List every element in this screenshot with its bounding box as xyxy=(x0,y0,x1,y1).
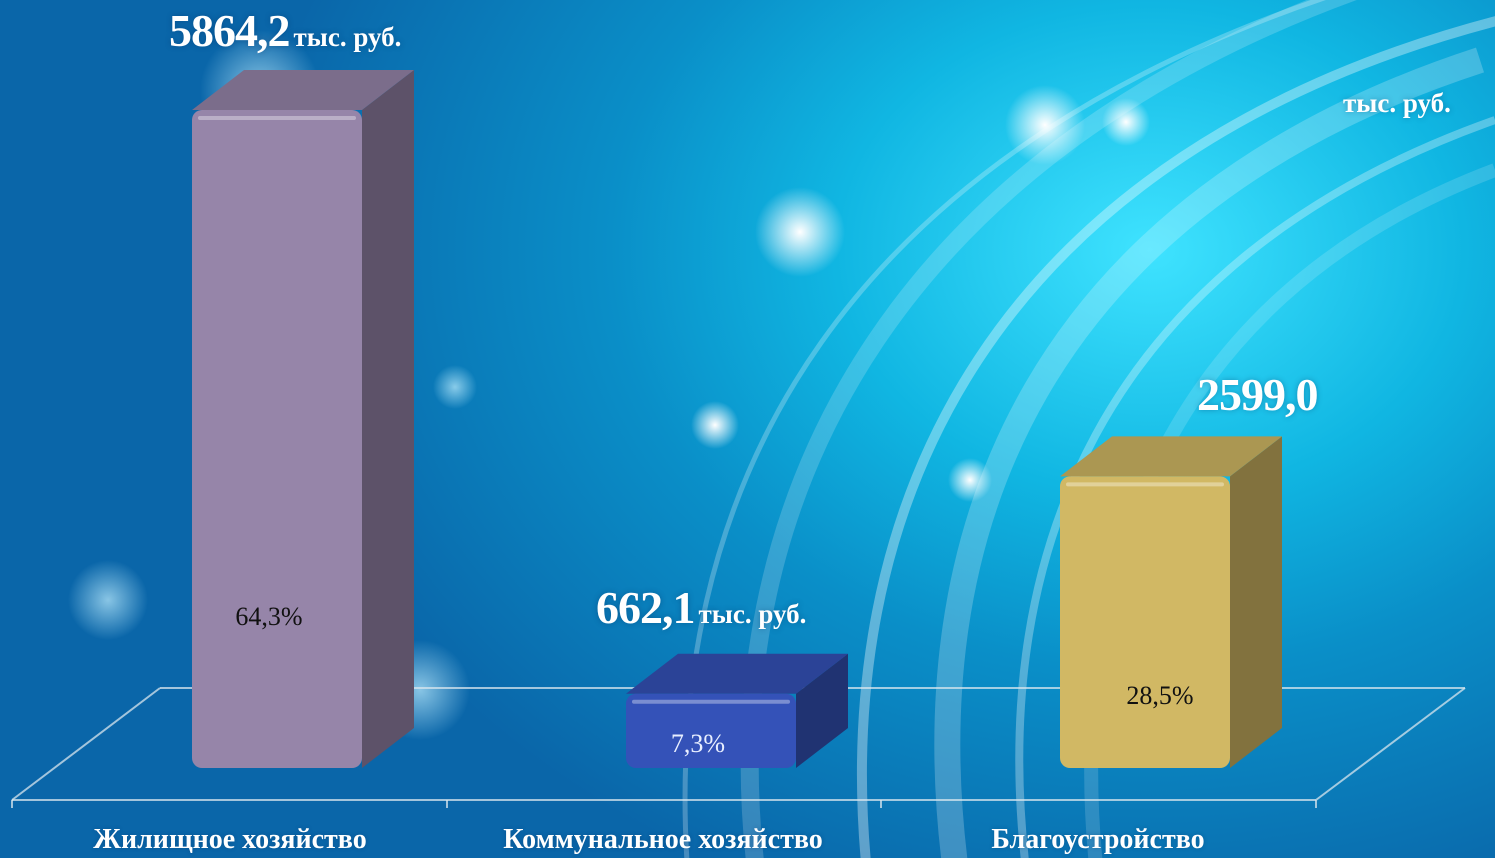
bar-value-2: 662,1 xyxy=(596,582,695,633)
bar-value-1: 5864,2 xyxy=(169,5,290,56)
bar-highlight-2 xyxy=(632,699,790,704)
bar-side-3 xyxy=(1230,436,1282,768)
bar-value-label-3a: 2599,0 xyxy=(1197,368,1318,421)
bar-side-2 xyxy=(796,653,848,768)
bar-highlight-1 xyxy=(198,116,356,120)
bar-front-1 xyxy=(192,110,362,768)
bar-front-2 xyxy=(626,693,796,768)
bar-value-label-1: 5864,2 тыс. руб. xyxy=(169,4,401,57)
bar-percent-3: 28,5% xyxy=(1126,681,1194,710)
bar-value-label-3b: тыс. руб. xyxy=(1343,88,1451,119)
bar-top-1 xyxy=(192,70,414,110)
bar-top-2 xyxy=(626,653,848,694)
category-label-3: Благоустройство xyxy=(991,824,1205,855)
bar-2 xyxy=(626,653,848,768)
bar-1 xyxy=(192,70,414,768)
bar-unit-3: тыс. руб. xyxy=(1343,88,1451,118)
bar-percent-2: 7,3% xyxy=(670,729,726,758)
bar-value-3: 2599,0 xyxy=(1197,369,1318,420)
category-label-1: Жилищное хозяйство xyxy=(93,824,367,855)
bar-value-label-2: 662,1 тыс. руб. xyxy=(596,581,806,634)
bar-side-1 xyxy=(362,70,414,768)
bar-3 xyxy=(1060,436,1282,768)
category-label-2: Коммунальное хозяйство xyxy=(503,824,823,855)
bar-percent-1: 64,3% xyxy=(235,602,303,631)
bar-top-3 xyxy=(1060,436,1282,477)
bar-unit-2: тыс. руб. xyxy=(698,599,807,629)
bar-front-3 xyxy=(1060,476,1230,768)
bar-unit-1: тыс. руб. xyxy=(293,22,402,52)
bar-highlight-3 xyxy=(1066,482,1224,487)
